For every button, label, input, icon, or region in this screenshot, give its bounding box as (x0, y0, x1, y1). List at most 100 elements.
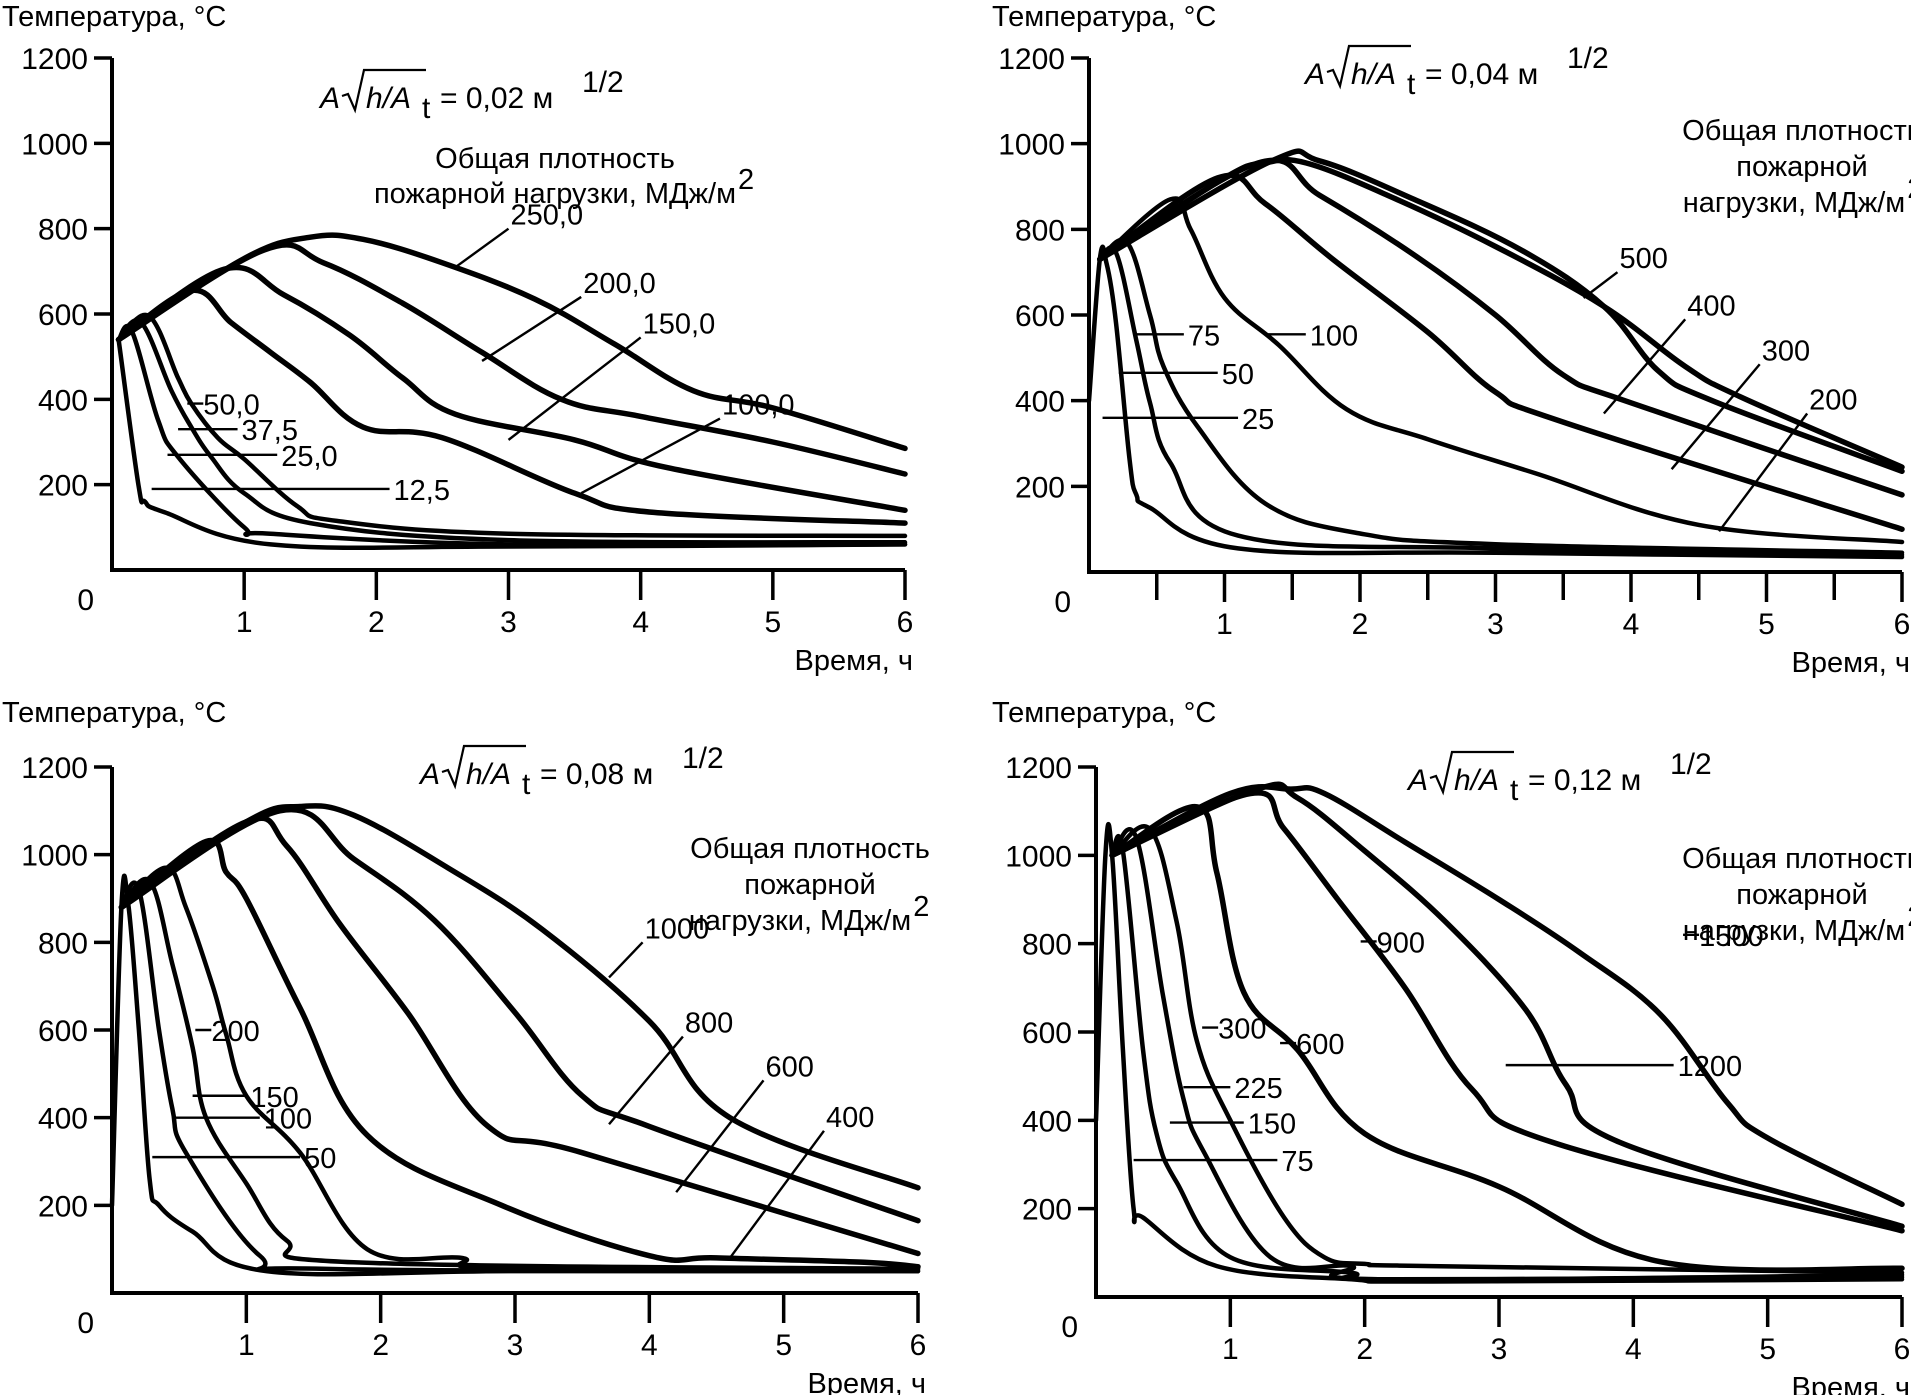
curve-label: 75 (1188, 320, 1220, 352)
x-tick-label: 5 (764, 606, 781, 639)
curve-label: 1200 (1678, 1051, 1743, 1083)
curve-label: 1000 (645, 913, 710, 945)
curve-label: 50,0 (203, 390, 259, 422)
y-tick-label: 600 (38, 1015, 88, 1048)
curve-label: 200 (1809, 385, 1857, 417)
x-tick-label: 6 (1894, 1333, 1911, 1366)
formula-prefix: A (1303, 58, 1325, 91)
legend-title-line: Общая плотность (690, 833, 930, 865)
y-tick-label: 400 (38, 1103, 88, 1136)
origin-label: 0 (1054, 586, 1071, 619)
y-axis-label: Температура, °C (992, 697, 1216, 729)
series-line-400 (1097, 156, 1905, 470)
curve-label: 37,5 (242, 415, 298, 447)
curve-label: 12,5 (394, 475, 450, 507)
sqrt-sign-icon (441, 744, 526, 790)
series-line-50_0 (116, 312, 908, 539)
legend-superscript: 2 (738, 164, 754, 196)
x-tick-label: 6 (1894, 608, 1911, 641)
curve-label: 225 (1234, 1073, 1282, 1105)
curve-label: 200,0 (583, 268, 656, 300)
series-line-200 (119, 865, 921, 1273)
curve-label: 800 (685, 1008, 733, 1040)
x-tick-label: 4 (641, 1329, 658, 1362)
x-axis-label: Время, ч (808, 1368, 926, 1395)
legend-title-line: пожарной (744, 869, 876, 901)
y-tick-label: 1000 (1005, 840, 1072, 873)
series-line-37_5 (116, 318, 908, 545)
curve-label: 400 (826, 1102, 874, 1134)
y-tick-label: 1000 (21, 840, 88, 873)
label-leader (1670, 363, 1761, 470)
y-tick-label: 800 (1022, 929, 1072, 962)
curve-label: 250,0 (511, 200, 584, 232)
x-tick-label: 3 (1491, 1333, 1508, 1366)
curve-label: 1500 (1699, 921, 1764, 953)
formula-superscript: 1/2 (682, 742, 724, 775)
y-tick-label: 800 (1015, 214, 1065, 247)
legend-superscript: 2 (1907, 173, 1911, 205)
curve-label: 100 (1310, 320, 1358, 352)
chart-panel-4: Температура, °C 200 400 600 800 1000 1200 0 1 2 3 4… (992, 697, 1911, 1395)
y-tick-label: 1000 (998, 129, 1065, 162)
y-tick-label: 400 (1022, 1105, 1072, 1138)
chart-panel-2: Температура, °C 200 400 600 800 1000 1200 0 1 2 3 4… (992, 1, 1911, 679)
formula-prefix: A (1406, 764, 1428, 797)
x-tick-label: 2 (1356, 1333, 1373, 1366)
series-line-75 (1097, 237, 1905, 555)
formula-prefix: A (418, 758, 440, 791)
x-tick-label: 1 (236, 606, 253, 639)
y-axis-label: Температура, °C (992, 1, 1216, 33)
x-axis-label: Время, ч (1792, 647, 1910, 679)
x-tick-label: 1 (238, 1329, 255, 1362)
x-axis-label: Время, ч (795, 645, 913, 677)
curve-label: 150 (1248, 1109, 1296, 1141)
series-line-25 (1086, 244, 1905, 560)
y-tick-label: 600 (1022, 1017, 1072, 1050)
series-line-1500 (1109, 784, 1905, 1208)
curve-label: 400 (1687, 290, 1735, 322)
series-line-100_0 (115, 287, 908, 526)
sqrt-sign-icon (1326, 44, 1411, 90)
formula-value: = 0,04 м (1425, 58, 1538, 91)
curve-label: 50 (304, 1143, 336, 1175)
series-line-900 (1109, 790, 1905, 1234)
series-line-150_0 (115, 264, 908, 514)
origin-label: 0 (77, 584, 94, 617)
series-line-200_0 (115, 242, 908, 477)
series-line-600 (1109, 804, 1905, 1273)
x-tick-label: 4 (1623, 608, 1640, 641)
curve-label: 50 (1222, 359, 1254, 391)
series-line-1000 (118, 803, 921, 1191)
formula-prefix: A (318, 82, 340, 115)
legend-title-line: нагрузки, МДж/м (1683, 187, 1906, 219)
formula-superscript: 1/2 (1670, 748, 1712, 781)
x-tick-label: 2 (368, 606, 385, 639)
formula-radicand: h/A (366, 82, 411, 115)
series-line-300 (1109, 824, 1905, 1275)
legend-title-line: Общая плотность (1682, 843, 1911, 875)
y-tick-label: 800 (38, 927, 88, 960)
formula-radicand: h/A (466, 758, 511, 791)
formula-radicand: h/A (1454, 764, 1499, 797)
series-line-50 (1097, 245, 1905, 558)
label-leader (1718, 412, 1809, 533)
formula-superscript: 1/2 (1567, 42, 1609, 75)
sqrt-sign-icon (1429, 750, 1514, 796)
series-line-500 (1097, 148, 1905, 475)
y-tick-label: 1200 (998, 43, 1065, 76)
y-tick-label: 200 (1015, 471, 1065, 504)
series-line-25_0 (116, 323, 908, 548)
sqrt-sign-icon (341, 68, 426, 114)
curve-label: 150,0 (643, 308, 716, 340)
series-line-150 (119, 876, 921, 1272)
curve-label: 600 (766, 1051, 814, 1083)
legend-superscript: 2 (913, 891, 929, 923)
y-tick-label: 1200 (21, 752, 88, 785)
label-leader (1582, 271, 1619, 299)
origin-label: 0 (77, 1307, 94, 1340)
formula-subscript: t (1407, 68, 1416, 101)
legend-superscript: 2 (1907, 901, 1911, 933)
